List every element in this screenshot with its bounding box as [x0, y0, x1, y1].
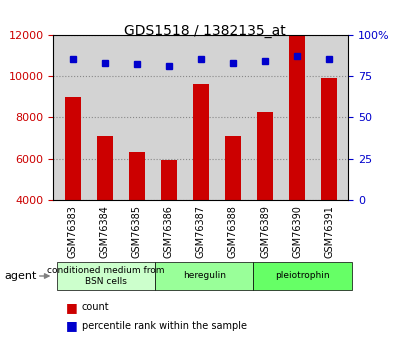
Text: ■: ■ — [65, 319, 77, 333]
Text: conditioned medium from
BSN cells: conditioned medium from BSN cells — [47, 266, 164, 286]
Bar — [128, 152, 144, 200]
Text: heregulin: heregulin — [182, 272, 225, 280]
Bar — [256, 112, 272, 200]
Bar — [320, 78, 337, 200]
Bar — [64, 97, 81, 200]
Text: count: count — [82, 302, 109, 312]
Text: GDS1518 / 1382135_at: GDS1518 / 1382135_at — [124, 24, 285, 38]
Bar — [192, 84, 209, 200]
Text: agent: agent — [4, 271, 36, 281]
Bar — [288, 34, 304, 200]
Text: pleiotrophin: pleiotrophin — [274, 272, 329, 280]
Bar — [160, 160, 176, 200]
Text: percentile rank within the sample: percentile rank within the sample — [82, 321, 246, 331]
Bar — [97, 136, 112, 200]
Text: ■: ■ — [65, 300, 77, 314]
Bar — [225, 136, 240, 200]
